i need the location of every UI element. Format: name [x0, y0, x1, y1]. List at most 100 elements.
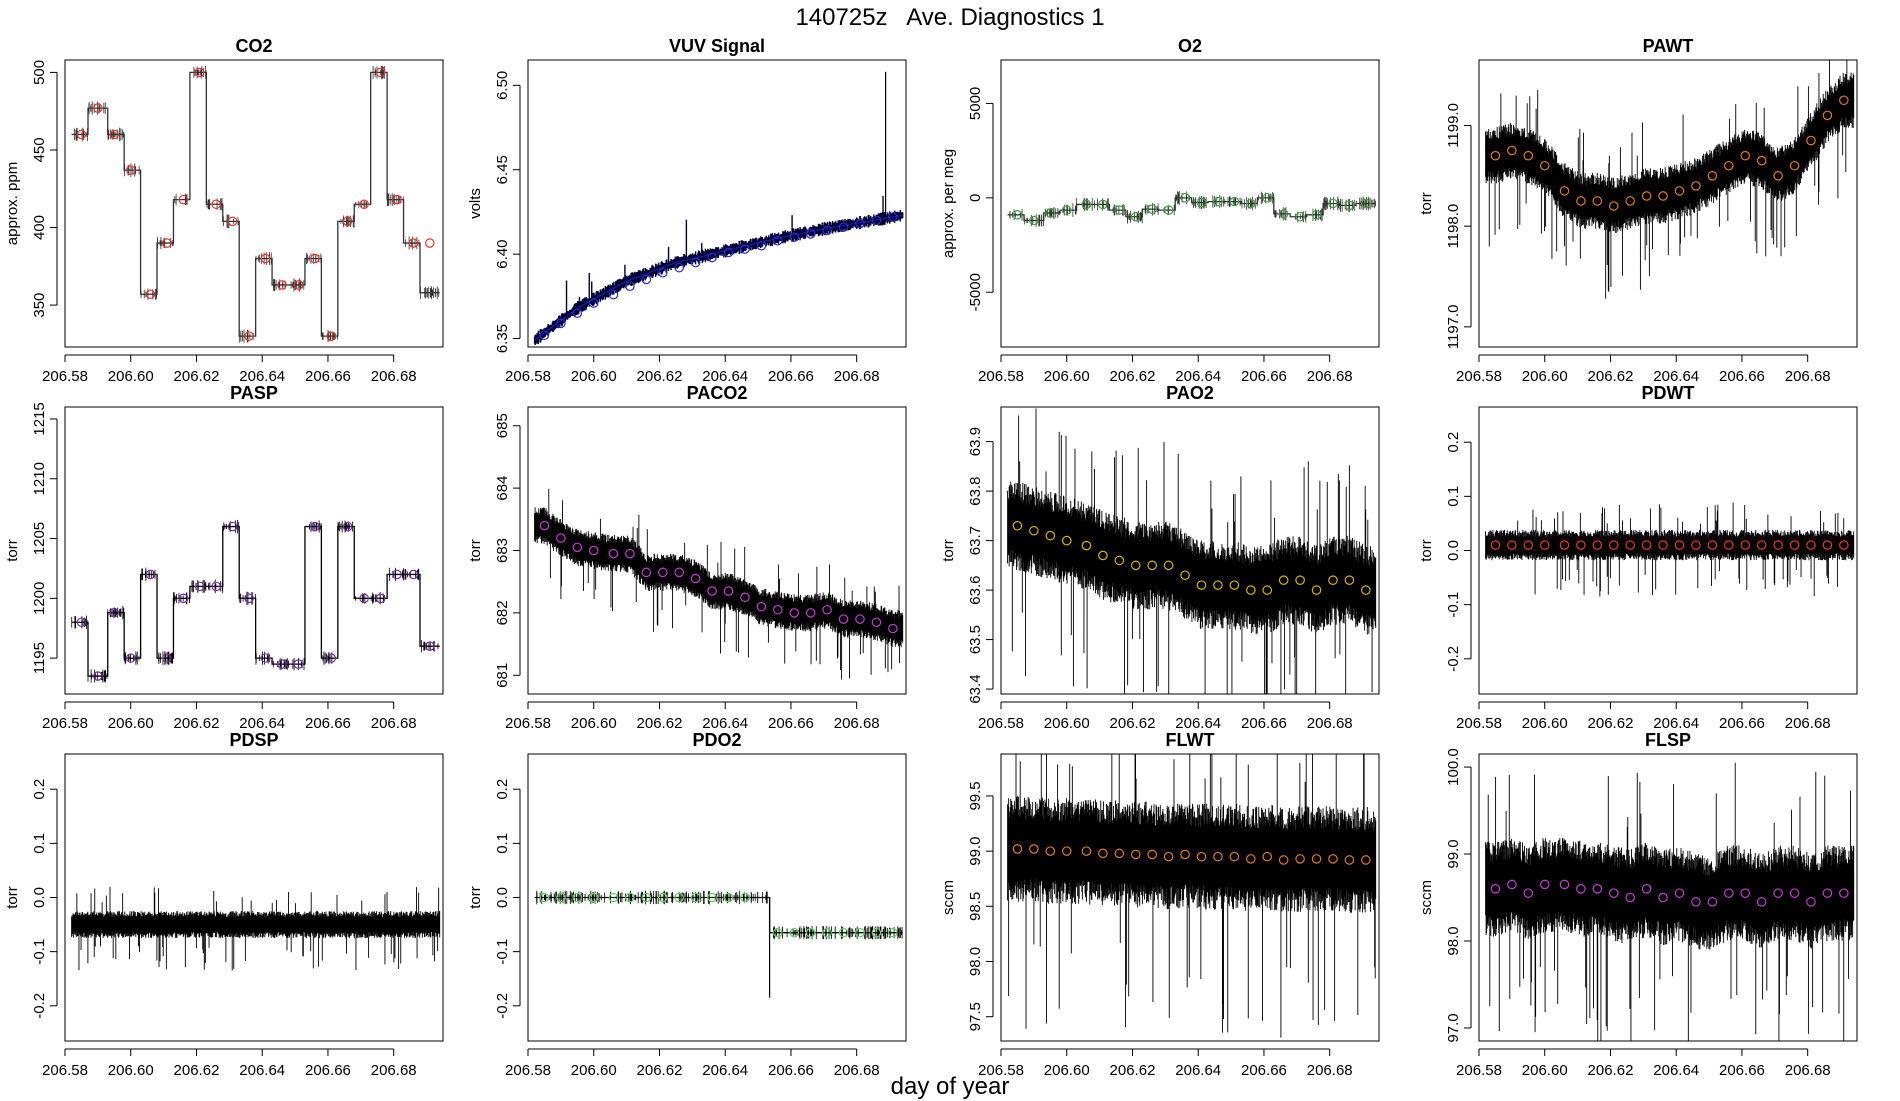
mean-point [1061, 846, 1072, 856]
mean-point [1262, 193, 1273, 203]
mean-point [838, 927, 849, 938]
x-tick-label: 206.62 [1110, 1062, 1156, 1079]
mean-point [1029, 525, 1039, 536]
y-tick-label: 6.45 [494, 155, 511, 184]
panel-pdsp: PDSP 206.58 206.60 206.62 206.64 206.66 206.68… [4, 730, 444, 1079]
x-tick-label: 206.58 [505, 368, 551, 385]
x-tick-label: 206.64 [1175, 368, 1221, 385]
mean-point [227, 216, 238, 227]
mean-point [342, 216, 353, 227]
y-tick-label: 0.2 [1445, 432, 1462, 453]
mean-point [1130, 849, 1141, 860]
y-axis-label: torr [1418, 539, 1435, 562]
figure-x-axis-label: day of year [890, 1073, 1010, 1100]
y-tick-label: 683 [494, 538, 511, 563]
mean-point [1180, 193, 1190, 203]
mean-point [109, 129, 120, 140]
mean-point [1625, 540, 1635, 550]
panel-pao2: PAO2 206.58 206.60 206.62 206.64 206.66 206.68… [940, 383, 1380, 732]
mean-point [855, 927, 865, 938]
mean-point [690, 573, 701, 584]
mean-point [1061, 205, 1072, 215]
mean-point [707, 892, 717, 903]
panel-title: PACO2 [687, 383, 748, 403]
mean-point [756, 240, 767, 251]
x-tick-label: 206.64 [239, 368, 285, 385]
mean-point [789, 608, 800, 618]
data-trace [71, 65, 440, 343]
x-tick-label: 206.64 [1653, 368, 1699, 385]
x-tick-label: 206.64 [1653, 1062, 1699, 1079]
mean-point [178, 919, 189, 930]
mean-point [1490, 540, 1501, 550]
mean-point [838, 614, 849, 624]
x-tick-label: 206.66 [305, 1062, 351, 1079]
y-tick-label: 685 [494, 413, 511, 438]
y-tick-label: 98.0 [967, 947, 984, 976]
panel-title: CO2 [235, 36, 272, 56]
x-tick-label: 206.62 [1110, 368, 1156, 385]
mean-point [1592, 540, 1603, 550]
panel-title: VUV Signal [669, 36, 765, 56]
mean-point [1213, 580, 1223, 590]
y-axis-label: torr [940, 539, 957, 562]
mean-point [572, 308, 583, 319]
mean-point [723, 892, 734, 903]
x-tick-label: 206.60 [1044, 1062, 1090, 1079]
mean-point [1592, 883, 1603, 894]
mean-point [310, 521, 320, 532]
step-line [534, 896, 903, 934]
y-tick-label: 0.0 [494, 887, 511, 908]
mean-point [855, 218, 865, 229]
mean-point [1822, 540, 1833, 550]
mean-point [1029, 215, 1039, 226]
mean-point [1625, 892, 1635, 903]
data-trace [534, 890, 903, 998]
mean-point [1012, 210, 1023, 220]
mean-point [1147, 204, 1157, 214]
mean-point [572, 542, 583, 553]
mean-point [1012, 520, 1023, 531]
mean-point [608, 289, 619, 300]
mean-point [1361, 855, 1371, 865]
mean-point [1130, 560, 1141, 571]
x-tick-label: 206.62 [174, 715, 220, 732]
mean-point [310, 253, 320, 264]
x-tick-label: 206.68 [1307, 1062, 1353, 1079]
mean-point [1246, 198, 1256, 209]
mean-point [1724, 540, 1734, 550]
x-tick-label: 206.68 [371, 368, 417, 385]
x-tick-label: 206.60 [1044, 715, 1090, 732]
x-tick-label: 206.60 [108, 715, 154, 732]
mean-point [1576, 540, 1586, 550]
mean-point [1081, 540, 1092, 551]
y-tick-label: 0.1 [494, 833, 511, 854]
mean-point [740, 244, 750, 254]
mean-point [1658, 892, 1668, 903]
mean-point [425, 238, 435, 248]
mean-point [1045, 846, 1056, 856]
mean-point [625, 281, 635, 292]
x-tick-label: 206.58 [1456, 368, 1502, 385]
x-tick-label: 206.64 [702, 1062, 748, 1079]
mean-point [1246, 585, 1256, 595]
panel-title: PDO2 [692, 730, 741, 750]
mean-point [756, 601, 767, 612]
mean-point [293, 659, 304, 669]
mean-point [1839, 888, 1849, 898]
mean-point [1328, 575, 1338, 585]
mean-point [773, 235, 783, 246]
mean-point [1295, 575, 1305, 585]
mean-point [227, 919, 238, 930]
mean-point [871, 617, 882, 628]
mean-point [145, 289, 156, 300]
mean-point [1490, 150, 1501, 161]
y-tick-label: 1198.0 [1445, 204, 1462, 249]
y-tick-label: 400 [31, 215, 48, 240]
panel-title: PDSP [229, 730, 278, 750]
panel-o2: O2 206.58 206.60 206.62 206.64 206.66 206.68 -5… [940, 36, 1380, 385]
mean-point [1229, 196, 1240, 207]
mean-point [260, 653, 271, 663]
x-tick-label: 206.66 [1241, 368, 1287, 385]
mean-point [1674, 186, 1685, 196]
